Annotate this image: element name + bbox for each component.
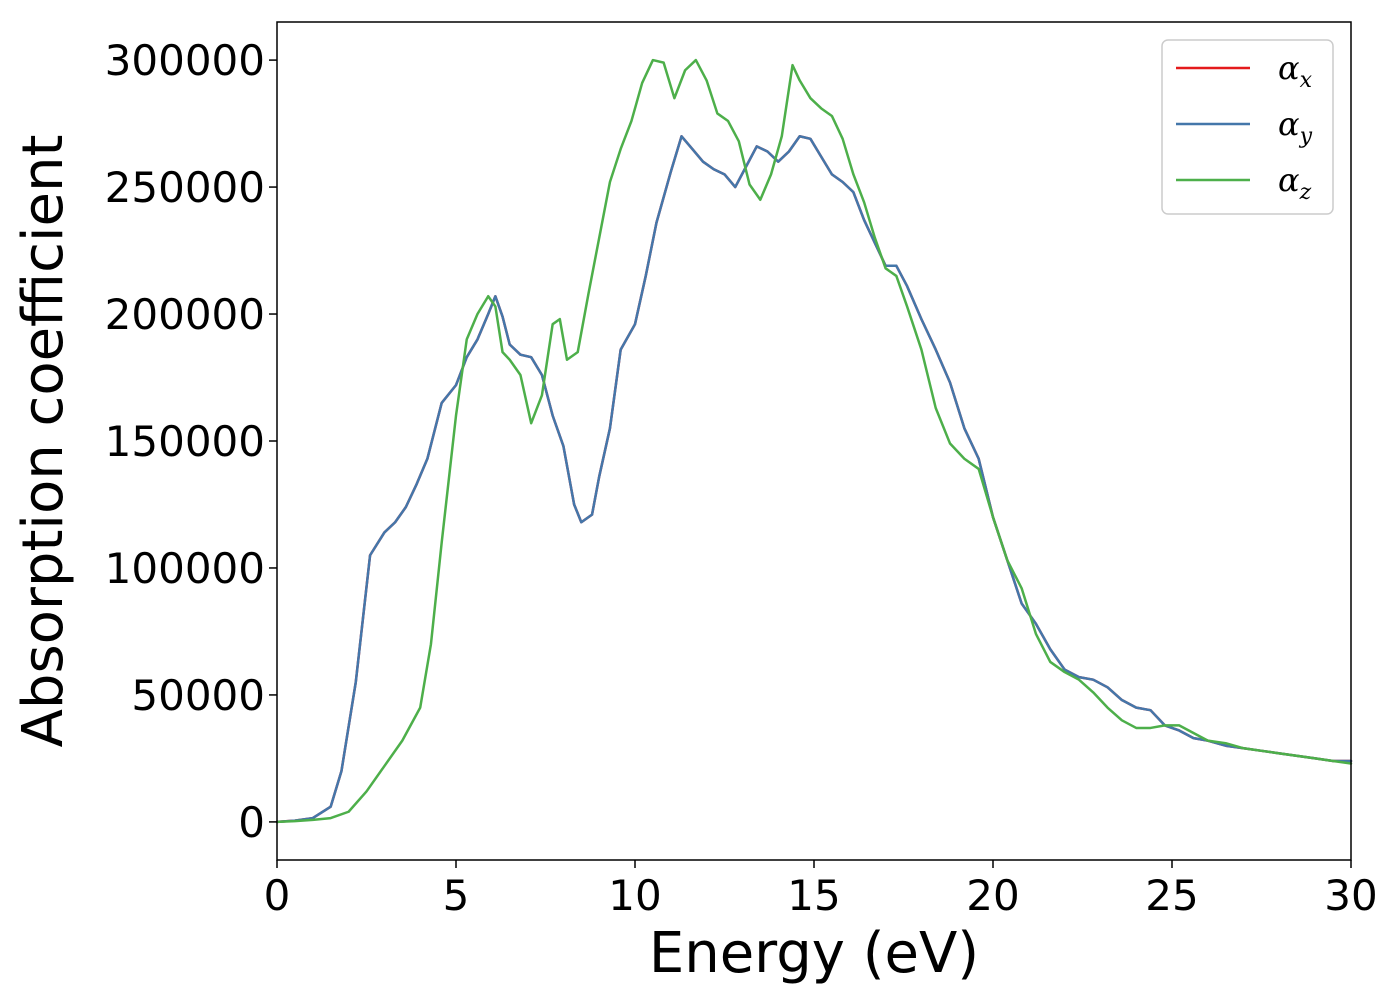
x-axis-ticks: 0 5 10 15 20 25 30 — [264, 860, 1378, 920]
y-tick-label: 100000 — [105, 544, 265, 593]
series-line-z — [275, 58, 1353, 824]
legend-subscript: z — [1299, 180, 1312, 205]
legend-subscript: x — [1300, 68, 1313, 93]
legend-label-y: αy — [1278, 105, 1313, 149]
series-layer — [275, 58, 1353, 824]
y-tick-label: 300000 — [105, 36, 265, 85]
x-tick-label: 20 — [966, 871, 1019, 920]
x-axis-title: Energy (eV) — [649, 921, 979, 986]
x-tick-label: 25 — [1145, 871, 1198, 920]
legend-symbol: α — [1278, 49, 1300, 87]
y-axis-title: Absorption coefficient — [11, 135, 76, 748]
y-tick-label: 200000 — [105, 290, 265, 339]
x-tick-label: 5 — [443, 871, 470, 920]
legend-label-x: αx — [1278, 49, 1313, 93]
y-tick-label: 0 — [238, 798, 265, 847]
x-tick-label: 30 — [1324, 871, 1377, 920]
legend-symbol: α — [1278, 105, 1300, 143]
y-tick-label: 50000 — [131, 671, 265, 720]
series-line-y — [275, 135, 1353, 824]
series-line-x — [275, 135, 1353, 824]
x-tick-label: 10 — [608, 871, 661, 920]
legend-symbol: α — [1278, 161, 1300, 199]
y-tick-label: 250000 — [105, 163, 265, 212]
y-tick-label: 150000 — [105, 417, 265, 466]
legend-frame — [1161, 39, 1334, 215]
x-tick-label: 15 — [787, 871, 840, 920]
legend-subscript: y — [1299, 124, 1313, 149]
y-axis-ticks: 0 50000 100000 150000 200000 250000 300000 — [105, 36, 277, 847]
x-tick-label: 0 — [264, 871, 291, 920]
legend-label-z: αz — [1278, 161, 1312, 205]
